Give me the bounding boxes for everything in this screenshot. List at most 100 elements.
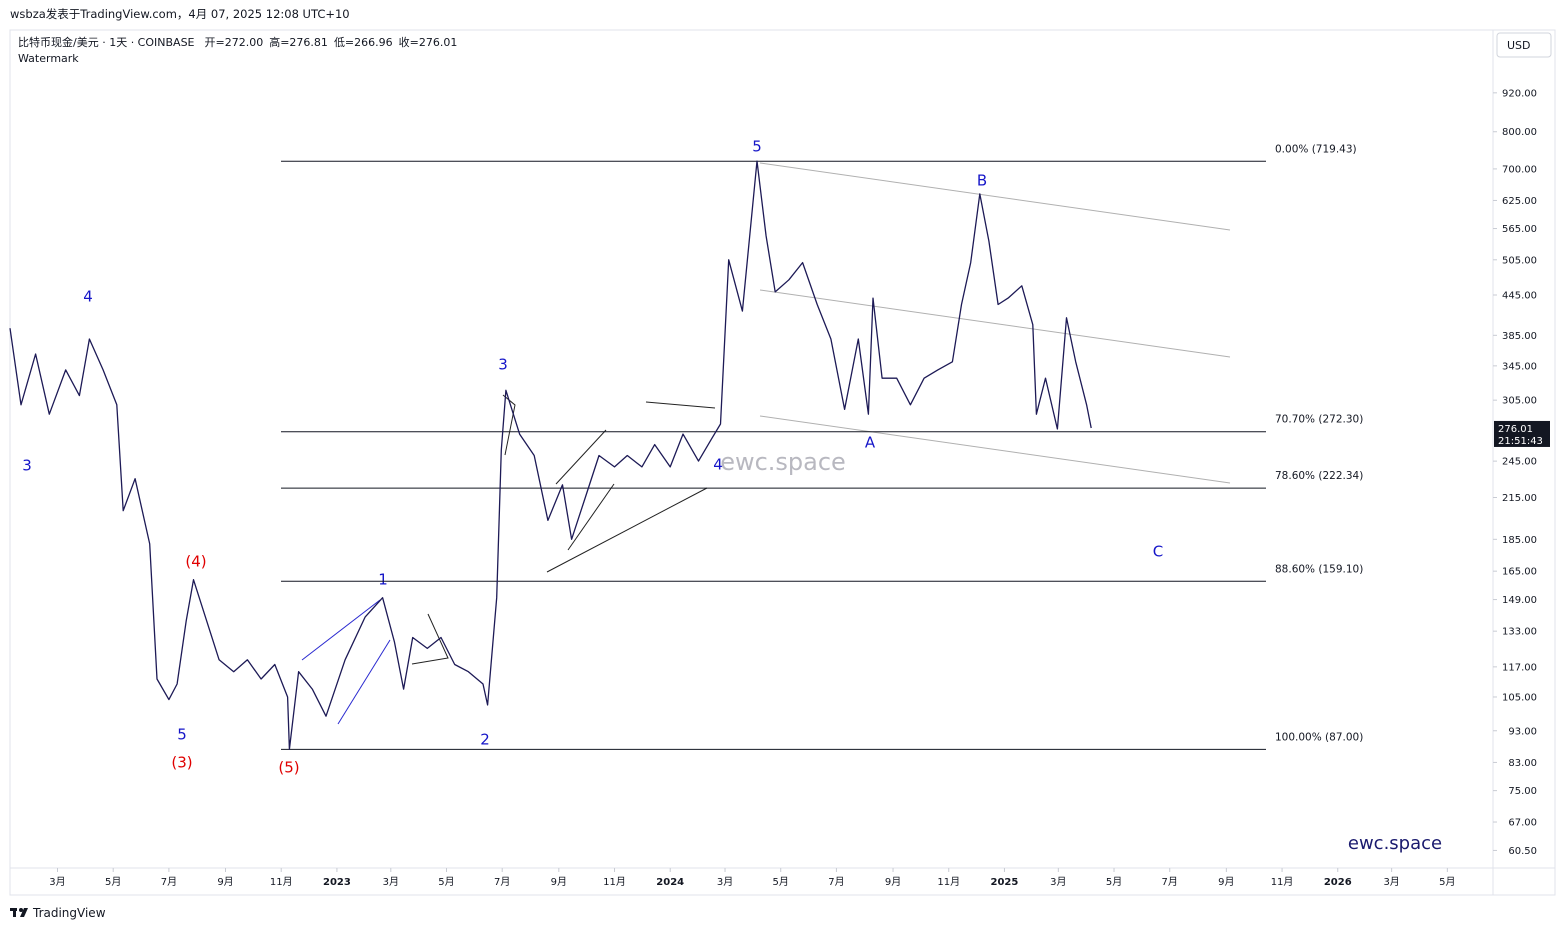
x-tick-label: 7月 <box>161 876 177 888</box>
x-tick-label: 5月 <box>1106 876 1122 888</box>
trend-line <box>567 483 615 551</box>
wave-label: 4 <box>83 288 93 306</box>
channel <box>759 162 1231 484</box>
wave-label: (4) <box>185 553 206 571</box>
y-tick-label: 165.00 <box>1502 567 1537 578</box>
trend-line <box>502 394 516 456</box>
y-tick-label: 67.00 <box>1508 818 1537 829</box>
wave-label: (5) <box>278 759 299 777</box>
logo-part <box>13 908 16 917</box>
currency-button[interactable] <box>1496 32 1552 58</box>
footer-logo <box>10 908 28 917</box>
watermark-label: Watermark <box>18 52 79 65</box>
brand: ewc.space <box>1348 833 1442 854</box>
wave-label: 3 <box>498 356 508 374</box>
y-tick-label: 245.00 <box>1502 457 1537 468</box>
y-tick-label: 93.00 <box>1508 726 1537 737</box>
x-tick-label: 3月 <box>1383 876 1399 888</box>
wave-label: 5 <box>177 726 187 744</box>
y-tick-label: 565.00 <box>1502 224 1537 235</box>
y-tick-label: 149.00 <box>1502 595 1537 606</box>
channel-line <box>759 289 1231 358</box>
logo-part <box>19 908 23 912</box>
y-tick-label: 920.00 <box>1502 88 1537 99</box>
x-tick-label: 3月 <box>383 876 399 888</box>
price-tag <box>1494 420 1550 447</box>
x-tick-label: 7月 <box>494 876 510 888</box>
close: 收=276.01 <box>399 35 458 49</box>
wedge-line <box>337 639 391 725</box>
wave-label: 5 <box>752 138 762 156</box>
trend-line <box>555 429 607 485</box>
fib-label: 88.60% (159.10) <box>1275 563 1363 575</box>
footer: TradingView <box>32 906 106 920</box>
x-tick-label: 7月 <box>1162 876 1178 888</box>
x-tick-label: 11月 <box>603 876 626 888</box>
fib-label: 78.60% (222.34) <box>1275 470 1363 482</box>
wave-label: 4 <box>713 456 723 474</box>
triangle <box>411 613 449 665</box>
trend-line <box>645 401 716 409</box>
x-tick-label: 3月 <box>1050 876 1066 888</box>
y-tick-label: 133.00 <box>1502 627 1537 638</box>
x-tick-label: 11月 <box>1271 876 1294 888</box>
y-tick-label: 117.00 <box>1502 662 1537 673</box>
fib-label: 70.70% (272.30) <box>1275 414 1363 426</box>
x-tick-label: 7月 <box>828 876 844 888</box>
x-tick-label: 2026 <box>1324 877 1352 888</box>
open: 开=272.00 <box>205 36 264 49</box>
y-tick-label: 185.00 <box>1502 535 1537 546</box>
y-tick-label: 800.00 <box>1502 127 1537 138</box>
waves: 3 4 5 (3) (4) (5) 1 2 3 4 5 A B C <box>22 138 1163 777</box>
price-tag-label: 276.01 <box>1498 424 1533 435</box>
currency[interactable]: USD <box>1507 39 1531 52</box>
x-tick-label: 5月 <box>105 876 121 888</box>
y-tick-label: 385.00 <box>1502 331 1537 342</box>
symbol-info: 比特币现金/美元 · 1天 · COINBASE 开=272.00 高=276.81… <box>18 35 457 49</box>
countdown: 21:51:43 <box>1498 436 1543 447</box>
channel-line <box>759 162 1231 231</box>
wave-label: C <box>1153 543 1163 561</box>
low: 低=266.96 <box>334 36 393 49</box>
chart-frame <box>9 29 1556 896</box>
x-tick-label: 3月 <box>717 876 733 888</box>
fib-label: 100.00% (87.00) <box>1275 731 1363 743</box>
x-tick-label: 9月 <box>217 876 233 888</box>
fib-label: 0.00% (719.43) <box>1275 143 1357 155</box>
wave-label: A <box>865 434 876 452</box>
y-tick-label: 105.00 <box>1502 692 1537 703</box>
y-tick-label: 75.00 <box>1508 786 1537 797</box>
x-tick-label: 5月 <box>773 876 789 888</box>
y-tick-label: 445.00 <box>1502 291 1537 302</box>
x-tick-label: 9月 <box>551 876 567 888</box>
y-tick-label: 215.00 <box>1502 493 1537 504</box>
wave-label: B <box>977 172 987 190</box>
watermark: ewc.space <box>720 448 846 476</box>
y-tick-label: 625.00 <box>1502 196 1537 207</box>
x-tick-label: 2024 <box>656 877 684 888</box>
x-tick-label: 3月 <box>49 876 65 888</box>
y-tick-label: 60.50 <box>1508 846 1537 857</box>
wave-label: 2 <box>480 731 490 749</box>
symbol: 比特币现金/美元 · 1天 · COINBASE <box>18 35 195 49</box>
wedge-line <box>301 599 381 661</box>
wave-label: 1 <box>378 571 388 589</box>
wave-label: 3 <box>22 457 32 475</box>
y-tick-label: 700.00 <box>1502 164 1537 175</box>
x-tick-label: 5月 <box>438 876 454 888</box>
y-tick-label: 305.00 <box>1502 396 1537 407</box>
x-tick-label: 5月 <box>1439 876 1455 888</box>
x-tick-label: 2025 <box>991 877 1019 888</box>
wave-label: (3) <box>171 754 192 772</box>
y-tick-label: 505.00 <box>1502 255 1537 266</box>
trend-line <box>546 487 708 573</box>
price-line <box>9 160 1092 750</box>
x-tick-label: 11月 <box>270 876 293 888</box>
channel-line <box>759 415 1231 484</box>
y-tick-label: 83.00 <box>1508 758 1537 769</box>
y-tick-label: 345.00 <box>1502 361 1537 372</box>
byline: wsbza发表于TradingView.com，4月 07, 2025 12:0… <box>10 7 350 21</box>
high: 高=276.81 <box>269 35 328 49</box>
